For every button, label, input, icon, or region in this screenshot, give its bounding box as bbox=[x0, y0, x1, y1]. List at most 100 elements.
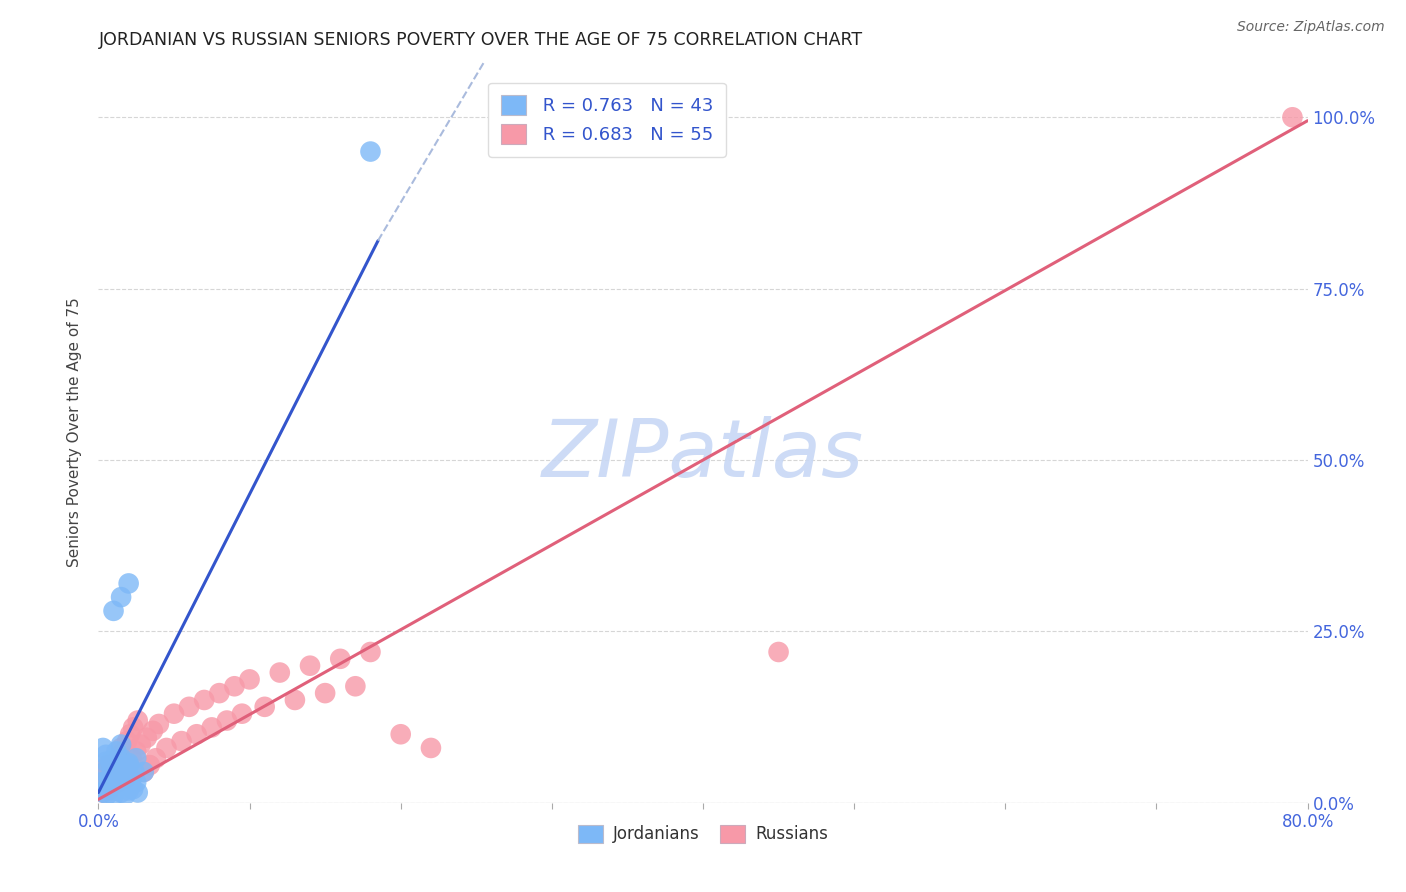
Point bbox=[125, 775, 148, 789]
Point bbox=[103, 762, 125, 776]
Y-axis label: Seniors Poverty Over the Age of 75: Seniors Poverty Over the Age of 75 bbox=[67, 298, 83, 567]
Point bbox=[125, 744, 148, 758]
Point bbox=[94, 779, 117, 793]
Point bbox=[329, 652, 352, 666]
Point bbox=[129, 738, 152, 752]
Point bbox=[100, 770, 122, 784]
Point bbox=[105, 758, 128, 772]
Point bbox=[201, 720, 224, 734]
Point bbox=[103, 604, 125, 618]
Point bbox=[121, 772, 143, 786]
Point bbox=[127, 714, 149, 728]
Point bbox=[103, 768, 125, 782]
Point bbox=[111, 776, 134, 790]
Point bbox=[314, 686, 336, 700]
Point bbox=[231, 706, 253, 721]
Point bbox=[108, 770, 131, 784]
Point bbox=[94, 782, 117, 797]
Text: ZIPatlas: ZIPatlas bbox=[541, 416, 865, 494]
Point bbox=[104, 783, 127, 797]
Point bbox=[121, 751, 143, 765]
Point bbox=[89, 782, 111, 797]
Point bbox=[105, 744, 128, 758]
Point bbox=[224, 679, 246, 693]
Point bbox=[120, 727, 142, 741]
Point bbox=[103, 762, 125, 776]
Point bbox=[163, 706, 186, 721]
Point bbox=[110, 738, 132, 752]
Point bbox=[101, 762, 124, 776]
Text: Source: ZipAtlas.com: Source: ZipAtlas.com bbox=[1237, 20, 1385, 34]
Point bbox=[94, 747, 117, 762]
Point bbox=[114, 763, 136, 777]
Point bbox=[118, 758, 141, 772]
Point bbox=[299, 658, 322, 673]
Point bbox=[768, 645, 790, 659]
Point bbox=[284, 693, 307, 707]
Point bbox=[132, 764, 155, 779]
Point bbox=[360, 645, 382, 659]
Point bbox=[118, 758, 141, 772]
Text: JORDANIAN VS RUSSIAN SENIORS POVERTY OVER THE AGE OF 75 CORRELATION CHART: JORDANIAN VS RUSSIAN SENIORS POVERTY OVE… bbox=[98, 31, 862, 49]
Point bbox=[118, 576, 141, 591]
Point bbox=[115, 734, 138, 748]
Point bbox=[179, 699, 201, 714]
Point bbox=[155, 741, 177, 756]
Point bbox=[139, 758, 162, 772]
Point bbox=[114, 788, 136, 802]
Point bbox=[107, 780, 129, 795]
Point bbox=[112, 767, 135, 781]
Point bbox=[103, 768, 125, 782]
Point bbox=[124, 764, 146, 779]
Point bbox=[103, 789, 125, 803]
Point bbox=[110, 590, 132, 604]
Point bbox=[110, 751, 132, 765]
Point bbox=[127, 785, 149, 799]
Point bbox=[114, 772, 136, 786]
Point bbox=[111, 764, 134, 779]
Point bbox=[118, 783, 141, 797]
Point bbox=[110, 741, 132, 756]
Point bbox=[344, 679, 367, 693]
Point bbox=[269, 665, 291, 680]
Point bbox=[420, 741, 443, 756]
Point bbox=[93, 764, 115, 779]
Point bbox=[360, 145, 382, 159]
Point bbox=[91, 785, 114, 799]
Point bbox=[96, 758, 118, 772]
Point bbox=[98, 783, 121, 797]
Point bbox=[186, 727, 208, 741]
Point bbox=[145, 751, 167, 765]
Point bbox=[1281, 110, 1303, 124]
Point bbox=[100, 779, 122, 793]
Legend: Jordanians, Russians: Jordanians, Russians bbox=[571, 818, 835, 850]
Point bbox=[94, 755, 117, 769]
Point bbox=[122, 782, 145, 797]
Point bbox=[239, 673, 262, 687]
Point bbox=[101, 776, 124, 790]
Point bbox=[170, 734, 193, 748]
Point bbox=[193, 693, 215, 707]
Point bbox=[208, 686, 231, 700]
Point bbox=[125, 751, 148, 765]
Point bbox=[105, 755, 128, 769]
Point bbox=[91, 785, 114, 799]
Point bbox=[100, 755, 122, 769]
Point bbox=[96, 788, 118, 802]
Point bbox=[253, 699, 276, 714]
Point bbox=[115, 773, 138, 788]
Point bbox=[110, 785, 132, 799]
Point bbox=[93, 764, 115, 779]
Point bbox=[132, 764, 155, 779]
Point bbox=[90, 772, 112, 786]
Point bbox=[120, 779, 142, 793]
Point bbox=[90, 775, 112, 789]
Point bbox=[108, 747, 131, 762]
Point bbox=[122, 720, 145, 734]
Point bbox=[135, 731, 157, 745]
Point bbox=[98, 772, 121, 786]
Point bbox=[142, 723, 165, 738]
Point bbox=[215, 714, 238, 728]
Point bbox=[118, 756, 141, 770]
Point bbox=[389, 727, 412, 741]
